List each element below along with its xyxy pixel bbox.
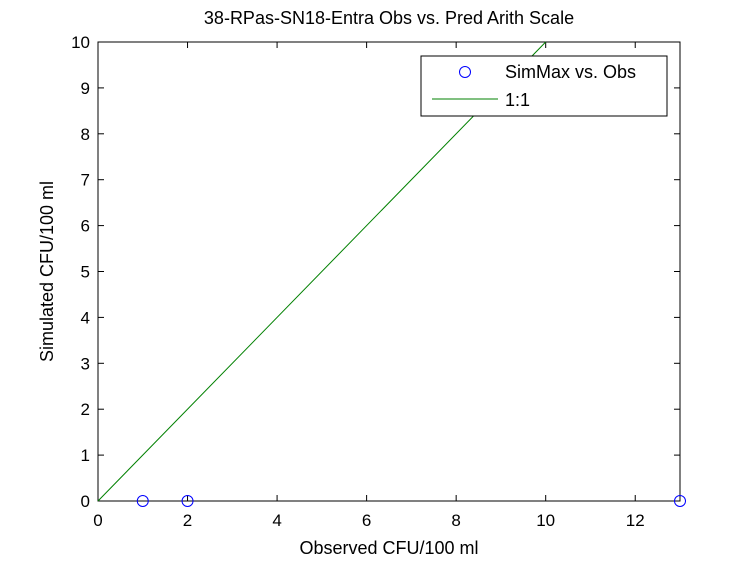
y-tick-label: 7 [81,171,90,190]
legend-marker-simmax [459,66,471,78]
scatter-point [181,495,194,507]
y-axis-title: Simulated CFU/100 ml [37,181,57,362]
x-tick-label: 0 [93,511,102,530]
one-to-one-line [97,41,547,502]
x-tick-label: 6 [362,511,371,530]
x-tick-label: 12 [626,511,645,530]
x-tick-label: 10 [536,511,555,530]
plot-area [97,41,681,502]
chart-title: 38-RPas-SN18-Entra Obs vs. Pred Arith Sc… [204,8,574,28]
y-tick-label: 6 [81,217,90,236]
y-tick-label: 1 [81,446,90,465]
y-tick-label: 9 [81,79,90,98]
x-tick-label: 8 [451,511,460,530]
y-tick-label: 10 [71,33,90,52]
y-tick-label: 2 [81,400,90,419]
y-tick-label: 4 [81,308,90,327]
legend-label-one-to-one: 1:1 [505,90,530,110]
y-tick-label: 5 [81,263,90,282]
y-tick-label: 3 [81,354,90,373]
y-tick-label: 8 [81,125,90,144]
y-tick-label: 0 [81,492,90,511]
legend: SimMax vs. Obs 1:1 [420,55,668,117]
x-axis-title: Observed CFU/100 ml [299,538,478,558]
legend-label-simmax: SimMax vs. Obs [505,62,636,82]
scatter-point [674,495,686,507]
x-tick-label: 4 [272,511,281,530]
scatter-point [136,495,149,507]
legend-box [420,55,668,117]
series-layer [97,41,686,507]
x-tick-label: 2 [183,511,192,530]
